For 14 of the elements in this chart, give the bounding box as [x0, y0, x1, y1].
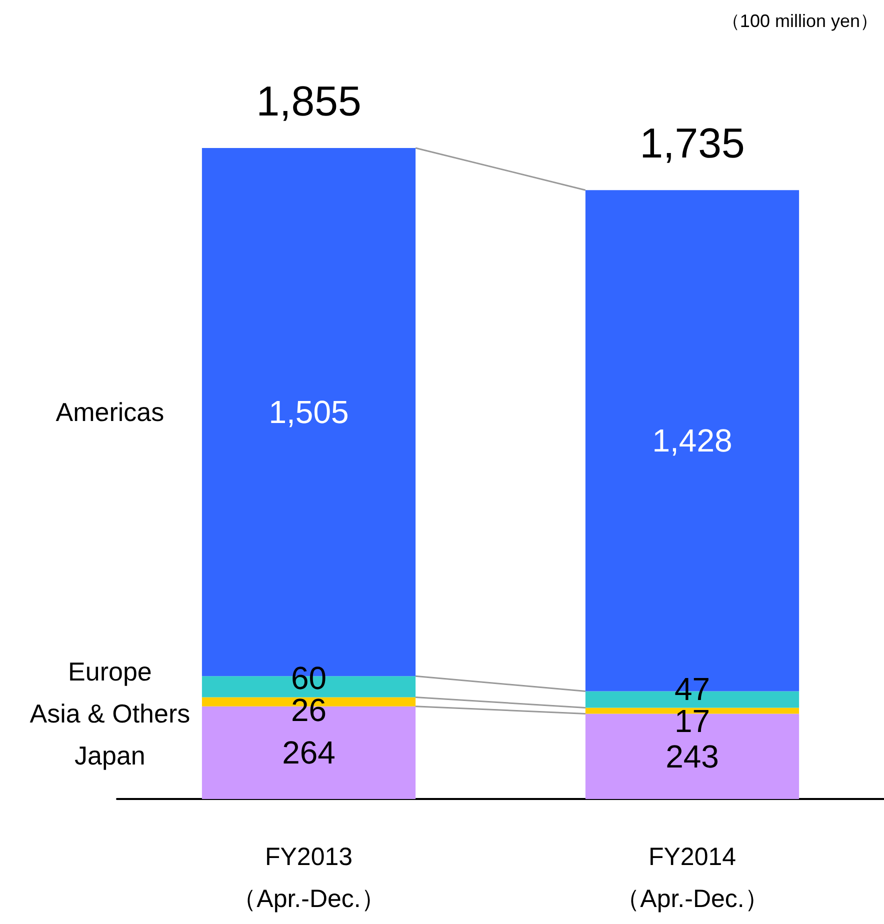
series-label: Europe	[68, 656, 152, 687]
series-label: Asia & Others	[30, 698, 190, 729]
data-label: 1,428	[652, 422, 732, 459]
text: Japan	[74, 740, 146, 771]
x-tick-label: FY2014 （Apr.-Dec.）	[615, 843, 770, 913]
total-label: 1,735	[640, 120, 745, 167]
x-tick-label: FY2013 （Apr.-Dec.）	[232, 843, 386, 913]
data-label: 1,505	[268, 394, 349, 430]
data-label: 264	[282, 734, 336, 771]
total-label: 1,855	[256, 77, 362, 124]
text: （100 million yen）	[722, 11, 878, 31]
data-label: 243	[666, 738, 719, 774]
series-label: Americas	[56, 397, 164, 428]
data-label: 60	[290, 660, 327, 696]
